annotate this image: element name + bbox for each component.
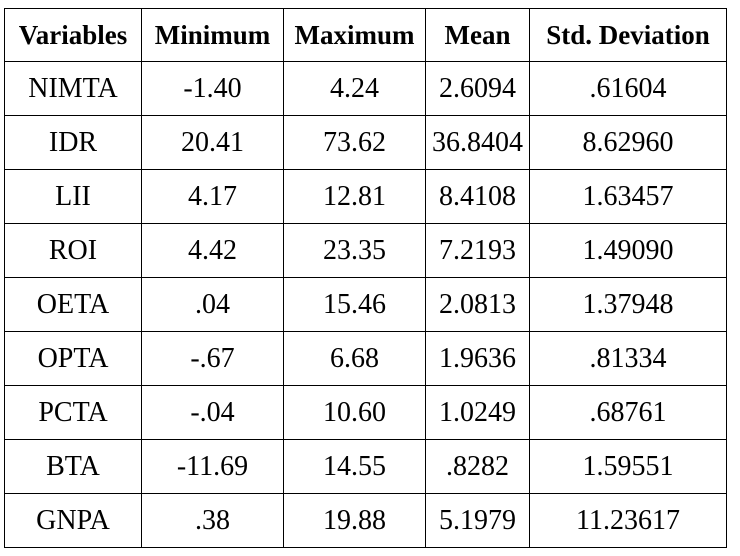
- cell-mean: 36.8404: [425, 115, 530, 170]
- cell-variable: GNPA: [4, 493, 142, 548]
- cell-maximum: 15.46: [283, 277, 426, 332]
- cell-minimum: 4.42: [141, 223, 284, 278]
- header-variables: Variables: [4, 8, 142, 62]
- header-std-deviation: Std. Deviation: [529, 8, 727, 62]
- cell-maximum: 73.62: [283, 115, 426, 170]
- cell-minimum: 20.41: [141, 115, 284, 170]
- descriptive-statistics-table: Variables Minimum Maximum Mean Std. Devi…: [4, 8, 727, 548]
- header-mean: Mean: [425, 8, 530, 62]
- cell-std-deviation: 1.59551: [529, 439, 727, 494]
- cell-maximum: 12.81: [283, 169, 426, 224]
- cell-mean: 2.0813: [425, 277, 530, 332]
- cell-maximum: 4.24: [283, 61, 426, 116]
- cell-minimum: -.04: [141, 385, 284, 440]
- cell-std-deviation: .81334: [529, 331, 727, 386]
- header-maximum: Maximum: [283, 8, 426, 62]
- cell-mean: 1.0249: [425, 385, 530, 440]
- cell-std-deviation: 1.49090: [529, 223, 727, 278]
- cell-variable: BTA: [4, 439, 142, 494]
- cell-minimum: .04: [141, 277, 284, 332]
- cell-variable: LII: [4, 169, 142, 224]
- table-row: IDR 20.41 73.62 36.8404 8.62960: [4, 115, 727, 170]
- cell-std-deviation: .61604: [529, 61, 727, 116]
- cell-variable: OETA: [4, 277, 142, 332]
- cell-minimum: -1.40: [141, 61, 284, 116]
- cell-minimum: .38: [141, 493, 284, 548]
- cell-mean: 8.4108: [425, 169, 530, 224]
- table-row: BTA -11.69 14.55 .8282 1.59551: [4, 439, 727, 494]
- cell-mean: 5.1979: [425, 493, 530, 548]
- table-row: GNPA .38 19.88 5.1979 11.23617: [4, 493, 727, 548]
- cell-std-deviation: 1.37948: [529, 277, 727, 332]
- table-row: OETA .04 15.46 2.0813 1.37948: [4, 277, 727, 332]
- cell-maximum: 19.88: [283, 493, 426, 548]
- table-row: LII 4.17 12.81 8.4108 1.63457: [4, 169, 727, 224]
- cell-std-deviation: 1.63457: [529, 169, 727, 224]
- cell-maximum: 23.35: [283, 223, 426, 278]
- cell-mean: 2.6094: [425, 61, 530, 116]
- cell-minimum: -.67: [141, 331, 284, 386]
- cell-std-deviation: 8.62960: [529, 115, 727, 170]
- cell-maximum: 10.60: [283, 385, 426, 440]
- cell-variable: OPTA: [4, 331, 142, 386]
- table-row: PCTA -.04 10.60 1.0249 .68761: [4, 385, 727, 440]
- header-minimum: Minimum: [141, 8, 284, 62]
- cell-minimum: 4.17: [141, 169, 284, 224]
- table-row: OPTA -.67 6.68 1.9636 .81334: [4, 331, 727, 386]
- cell-mean: 7.2193: [425, 223, 530, 278]
- table-row: NIMTA -1.40 4.24 2.6094 .61604: [4, 61, 727, 116]
- cell-minimum: -11.69: [141, 439, 284, 494]
- cell-maximum: 6.68: [283, 331, 426, 386]
- cell-variable: IDR: [4, 115, 142, 170]
- table-row: ROI 4.42 23.35 7.2193 1.49090: [4, 223, 727, 278]
- header-row: Variables Minimum Maximum Mean Std. Devi…: [4, 8, 727, 62]
- cell-mean: .8282: [425, 439, 530, 494]
- cell-maximum: 14.55: [283, 439, 426, 494]
- cell-variable: NIMTA: [4, 61, 142, 116]
- cell-std-deviation: 11.23617: [529, 493, 727, 548]
- cell-std-deviation: .68761: [529, 385, 727, 440]
- cell-variable: ROI: [4, 223, 142, 278]
- cell-mean: 1.9636: [425, 331, 530, 386]
- cell-variable: PCTA: [4, 385, 142, 440]
